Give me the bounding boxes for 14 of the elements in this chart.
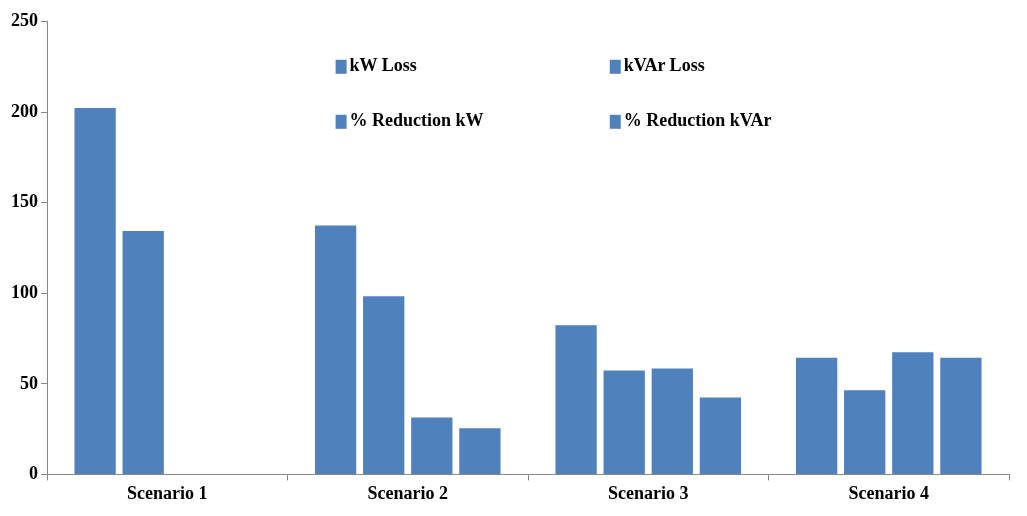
legend-label: % Reduction kVAr (623, 110, 772, 131)
legend-label: kVAr Loss (623, 55, 705, 76)
x-tick-label: Scenario 3 (608, 482, 689, 503)
x-tick-label: Scenario 4 (848, 482, 929, 503)
x-tick-label: Scenario 2 (367, 482, 448, 503)
legend-label: % Reduction kW (349, 110, 484, 131)
x-tick-label: Scenario 1 (127, 482, 208, 503)
y-tick-label: 200 (11, 100, 38, 121)
y-tick-label: 50 (20, 372, 38, 393)
legend-label: kW Loss (349, 55, 417, 76)
y-tick-label: 250 (11, 10, 38, 31)
y-tick-label: 150 (11, 191, 38, 212)
y-tick-label: 100 (11, 282, 38, 303)
y-tick-label: 0 (29, 463, 38, 484)
